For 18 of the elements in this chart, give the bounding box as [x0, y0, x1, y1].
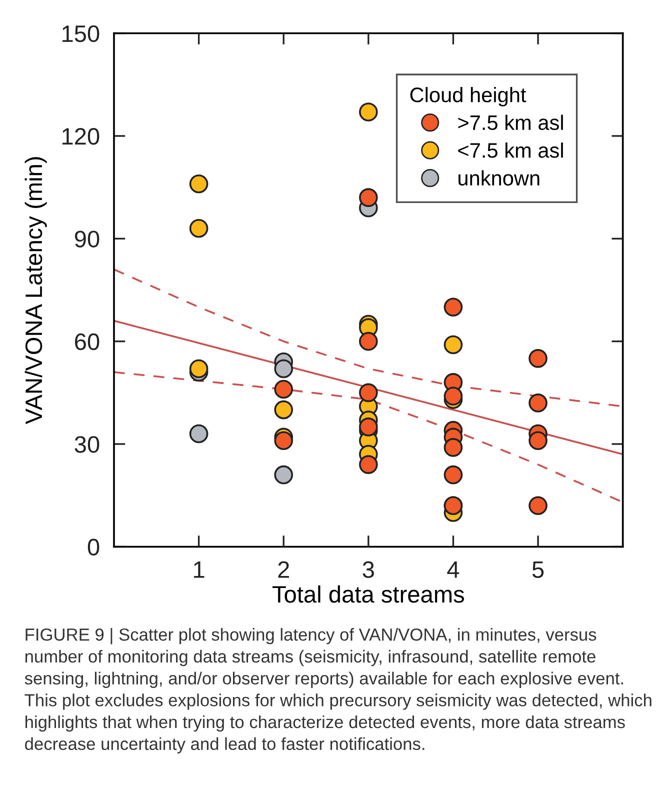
legend-label: <7.5 km asl [458, 142, 563, 158]
y-axis-title: VAN/VONA Latency (min) [24, 157, 47, 424]
x-tick-label: 2 [278, 561, 289, 578]
x-tick-label: 3 [362, 561, 374, 578]
x-axis-title: Total data streams [272, 585, 464, 603]
x-tick-label: 5 [532, 561, 544, 578]
x-tick-label: 1 [194, 561, 204, 578]
x-tick-label: 4 [447, 561, 460, 578]
y-tick-label: 30 [74, 436, 100, 453]
y-tick-label: 120 [62, 128, 100, 145]
caption: FIGURE 9 | Scatter plot showing latency of VAN/VONA, in minutes, versus number of monitoring data streams (seismicity, infrasound, satellite remote sensing, lightning, and/or observer reports) available for each explosive event. This plot excludes explosions for which precursory seismicity was detected, which highlights that when trying to characterize detected events, more data streams decrease uncertainty and lead to faster notifications. [24, 628, 652, 754]
legend-label: unknown [458, 170, 540, 186]
legend-title: Cloud height [410, 87, 526, 106]
legend-label: >7.5 km asl [458, 114, 563, 130]
y-tick-label: 90 [74, 230, 100, 248]
y-tick-label: 150 [62, 25, 100, 42]
y-tick-label: 0 [88, 538, 100, 556]
y-tick-label: 60 [75, 333, 100, 350]
